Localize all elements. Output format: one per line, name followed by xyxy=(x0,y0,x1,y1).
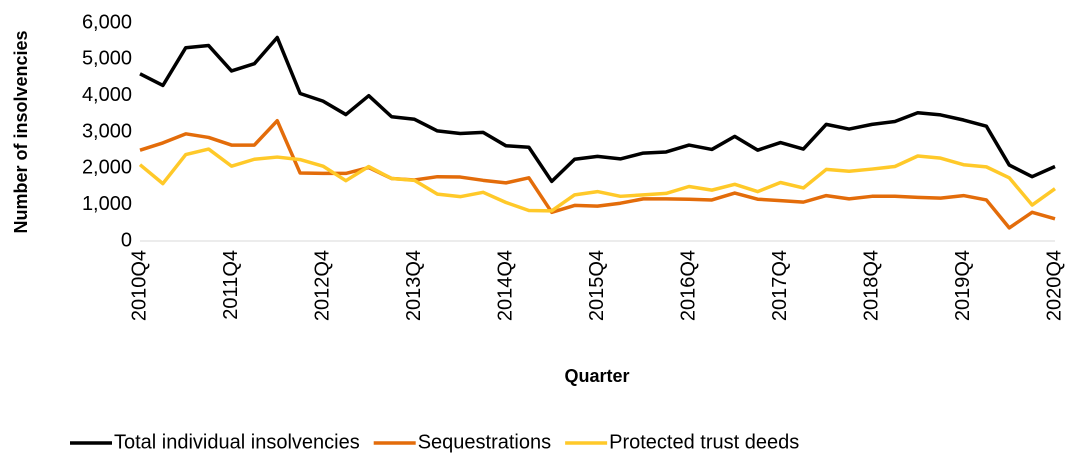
legend-label: Sequestrations xyxy=(418,431,551,453)
y-tick-label: 5,000 xyxy=(82,48,132,70)
series-line xyxy=(139,118,1056,230)
y-tick-label: 4,000 xyxy=(82,84,132,106)
x-axis-label: Quarter xyxy=(564,366,629,386)
y-axis-label: Number of insolvencies xyxy=(11,30,31,233)
series-line xyxy=(139,35,1056,184)
y-tick-label: 2,000 xyxy=(82,157,132,179)
legend-label: Protected trust deeds xyxy=(609,431,799,453)
y-tick-label: 1,000 xyxy=(82,193,132,215)
y-tick-label: 3,000 xyxy=(82,120,132,142)
x-tick-label: 2015Q4 xyxy=(586,250,608,321)
x-tick-label: 2014Q4 xyxy=(494,250,516,321)
x-tick-label: 2018Q4 xyxy=(860,250,882,321)
x-tick-label: 2012Q4 xyxy=(311,250,333,321)
x-tick-label: 2013Q4 xyxy=(403,250,425,321)
legend-label: Total individual insolvencies xyxy=(114,431,360,453)
x-tick-label: 2016Q4 xyxy=(677,250,699,321)
x-tick-label: 2010Q4 xyxy=(128,250,150,321)
x-tick-label: 2019Q4 xyxy=(952,250,974,321)
x-tick-label: 2011Q4 xyxy=(220,250,242,320)
x-tick-label: 2020Q4 xyxy=(1043,250,1065,321)
x-tick-label: 2017Q4 xyxy=(769,250,791,321)
y-tick-label: 0 xyxy=(121,229,132,251)
series-line xyxy=(138,147,1057,213)
y-tick-label: 6,000 xyxy=(82,11,132,33)
